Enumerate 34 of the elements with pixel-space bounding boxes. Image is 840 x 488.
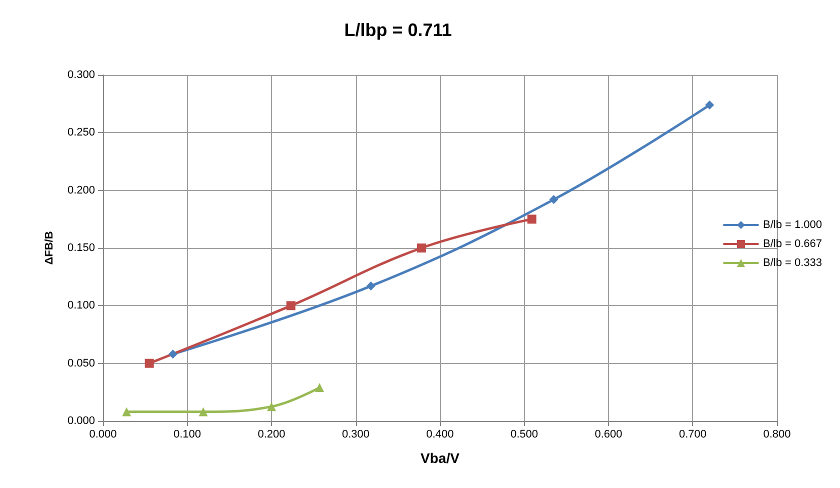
point (198, 407, 208, 416)
y-tick-label: 0.100 (67, 300, 95, 312)
y-tick-label: 0.050 (67, 357, 95, 370)
point (527, 214, 536, 224)
x-tick-label: 0.400 (426, 428, 454, 440)
y-tick-label: 0.000 (67, 415, 95, 427)
point (366, 282, 376, 291)
x-tick-label: 0.500 (510, 428, 538, 440)
point (705, 100, 714, 110)
x-axis-title: Vba/V (420, 450, 460, 466)
legend-label: B/lb = 1.000 (762, 219, 822, 231)
point (286, 301, 296, 310)
y-tick-label: 0.200 (67, 184, 95, 196)
point (267, 402, 276, 412)
x-tick-label: 0.300 (342, 428, 370, 440)
x-tick-label: 0.100 (173, 428, 202, 440)
point (549, 195, 558, 204)
y-tick-label: 0.300 (67, 69, 95, 81)
point (416, 244, 426, 252)
point (144, 358, 154, 368)
x-tick-label: 0.600 (594, 428, 622, 440)
point (315, 383, 324, 392)
y-tick-label: 0.150 (67, 242, 95, 254)
x-tick-label: 0.700 (678, 428, 707, 440)
x-tick-label: 0.000 (89, 428, 117, 440)
point (168, 350, 178, 359)
x-tick-label: 0.200 (258, 428, 286, 440)
y-tick-label: 0.250 (67, 126, 95, 139)
legend-label: B/lb = 0.333 (762, 257, 822, 269)
x-tick-label: 0.800 (763, 428, 791, 440)
chart-title: L/lbp = 0.711 (344, 20, 452, 40)
legend-label: B/lb = 0.667 (762, 238, 822, 250)
y-axis-title: ΔFB/B (44, 231, 56, 265)
point (122, 407, 132, 416)
